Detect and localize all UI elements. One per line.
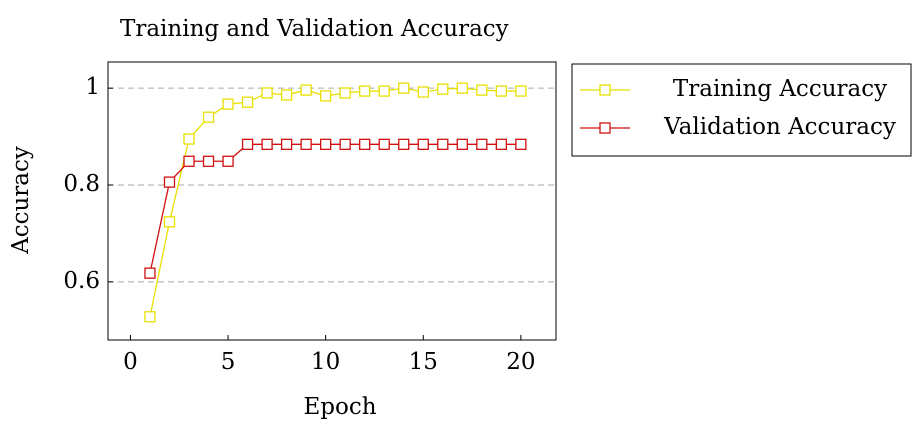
legend-box bbox=[571, 63, 912, 157]
point-marker bbox=[202, 155, 215, 167]
point-marker bbox=[456, 138, 468, 150]
point-marker bbox=[495, 138, 507, 150]
x-tick-label: 20 bbox=[506, 349, 535, 375]
point-marker bbox=[515, 138, 527, 150]
point-marker bbox=[398, 138, 410, 150]
point-marker bbox=[222, 98, 234, 110]
x-axis-label: Epoch bbox=[303, 394, 376, 420]
point-marker bbox=[261, 87, 273, 99]
point-marker bbox=[359, 138, 371, 150]
point-marker bbox=[163, 216, 176, 228]
point-marker bbox=[144, 267, 156, 279]
point-marker bbox=[320, 138, 332, 150]
point-marker bbox=[339, 138, 351, 150]
point-marker bbox=[456, 82, 468, 94]
point-marker bbox=[261, 138, 273, 150]
x-tick-label: 0 bbox=[123, 349, 138, 375]
y-tick-label: 0.6 bbox=[63, 268, 100, 294]
point-marker bbox=[163, 176, 176, 188]
x-tick-label: 5 bbox=[221, 349, 236, 375]
point-marker bbox=[339, 87, 351, 99]
point-marker bbox=[222, 155, 234, 167]
y-tick-label: 1 bbox=[85, 74, 100, 100]
point-marker bbox=[202, 111, 215, 123]
point-marker bbox=[183, 155, 195, 167]
x-tick-label: 10 bbox=[311, 349, 340, 375]
point-marker bbox=[417, 138, 429, 150]
point-marker bbox=[280, 89, 293, 101]
point-marker bbox=[183, 133, 195, 145]
chart-title: Training and Validation Accuracy bbox=[120, 16, 509, 42]
point-marker bbox=[437, 83, 449, 95]
y-axis-label: Accuracy bbox=[8, 146, 34, 255]
point-marker bbox=[144, 311, 156, 323]
point-marker bbox=[359, 85, 371, 97]
point-marker bbox=[378, 138, 390, 150]
point-marker bbox=[241, 138, 254, 150]
point-marker bbox=[241, 96, 254, 108]
point-marker bbox=[398, 82, 410, 94]
plot-frame bbox=[107, 61, 557, 341]
y-tick-label: 0.8 bbox=[63, 171, 100, 197]
point-marker bbox=[417, 86, 429, 98]
point-marker bbox=[300, 84, 312, 96]
legend-marker bbox=[599, 122, 611, 134]
x-tick-label: 15 bbox=[409, 349, 438, 375]
point-marker bbox=[437, 138, 449, 150]
point-marker bbox=[476, 138, 488, 150]
point-marker bbox=[495, 85, 507, 97]
legend-marker bbox=[599, 84, 611, 96]
point-marker bbox=[300, 138, 312, 150]
point-marker bbox=[476, 84, 488, 96]
point-marker bbox=[280, 138, 293, 150]
point-marker bbox=[378, 85, 390, 97]
point-marker bbox=[515, 85, 527, 97]
legend-label: Validation Accuracy bbox=[663, 114, 896, 140]
legend-label: Training Accuracy bbox=[673, 76, 887, 102]
point-marker bbox=[320, 90, 332, 102]
